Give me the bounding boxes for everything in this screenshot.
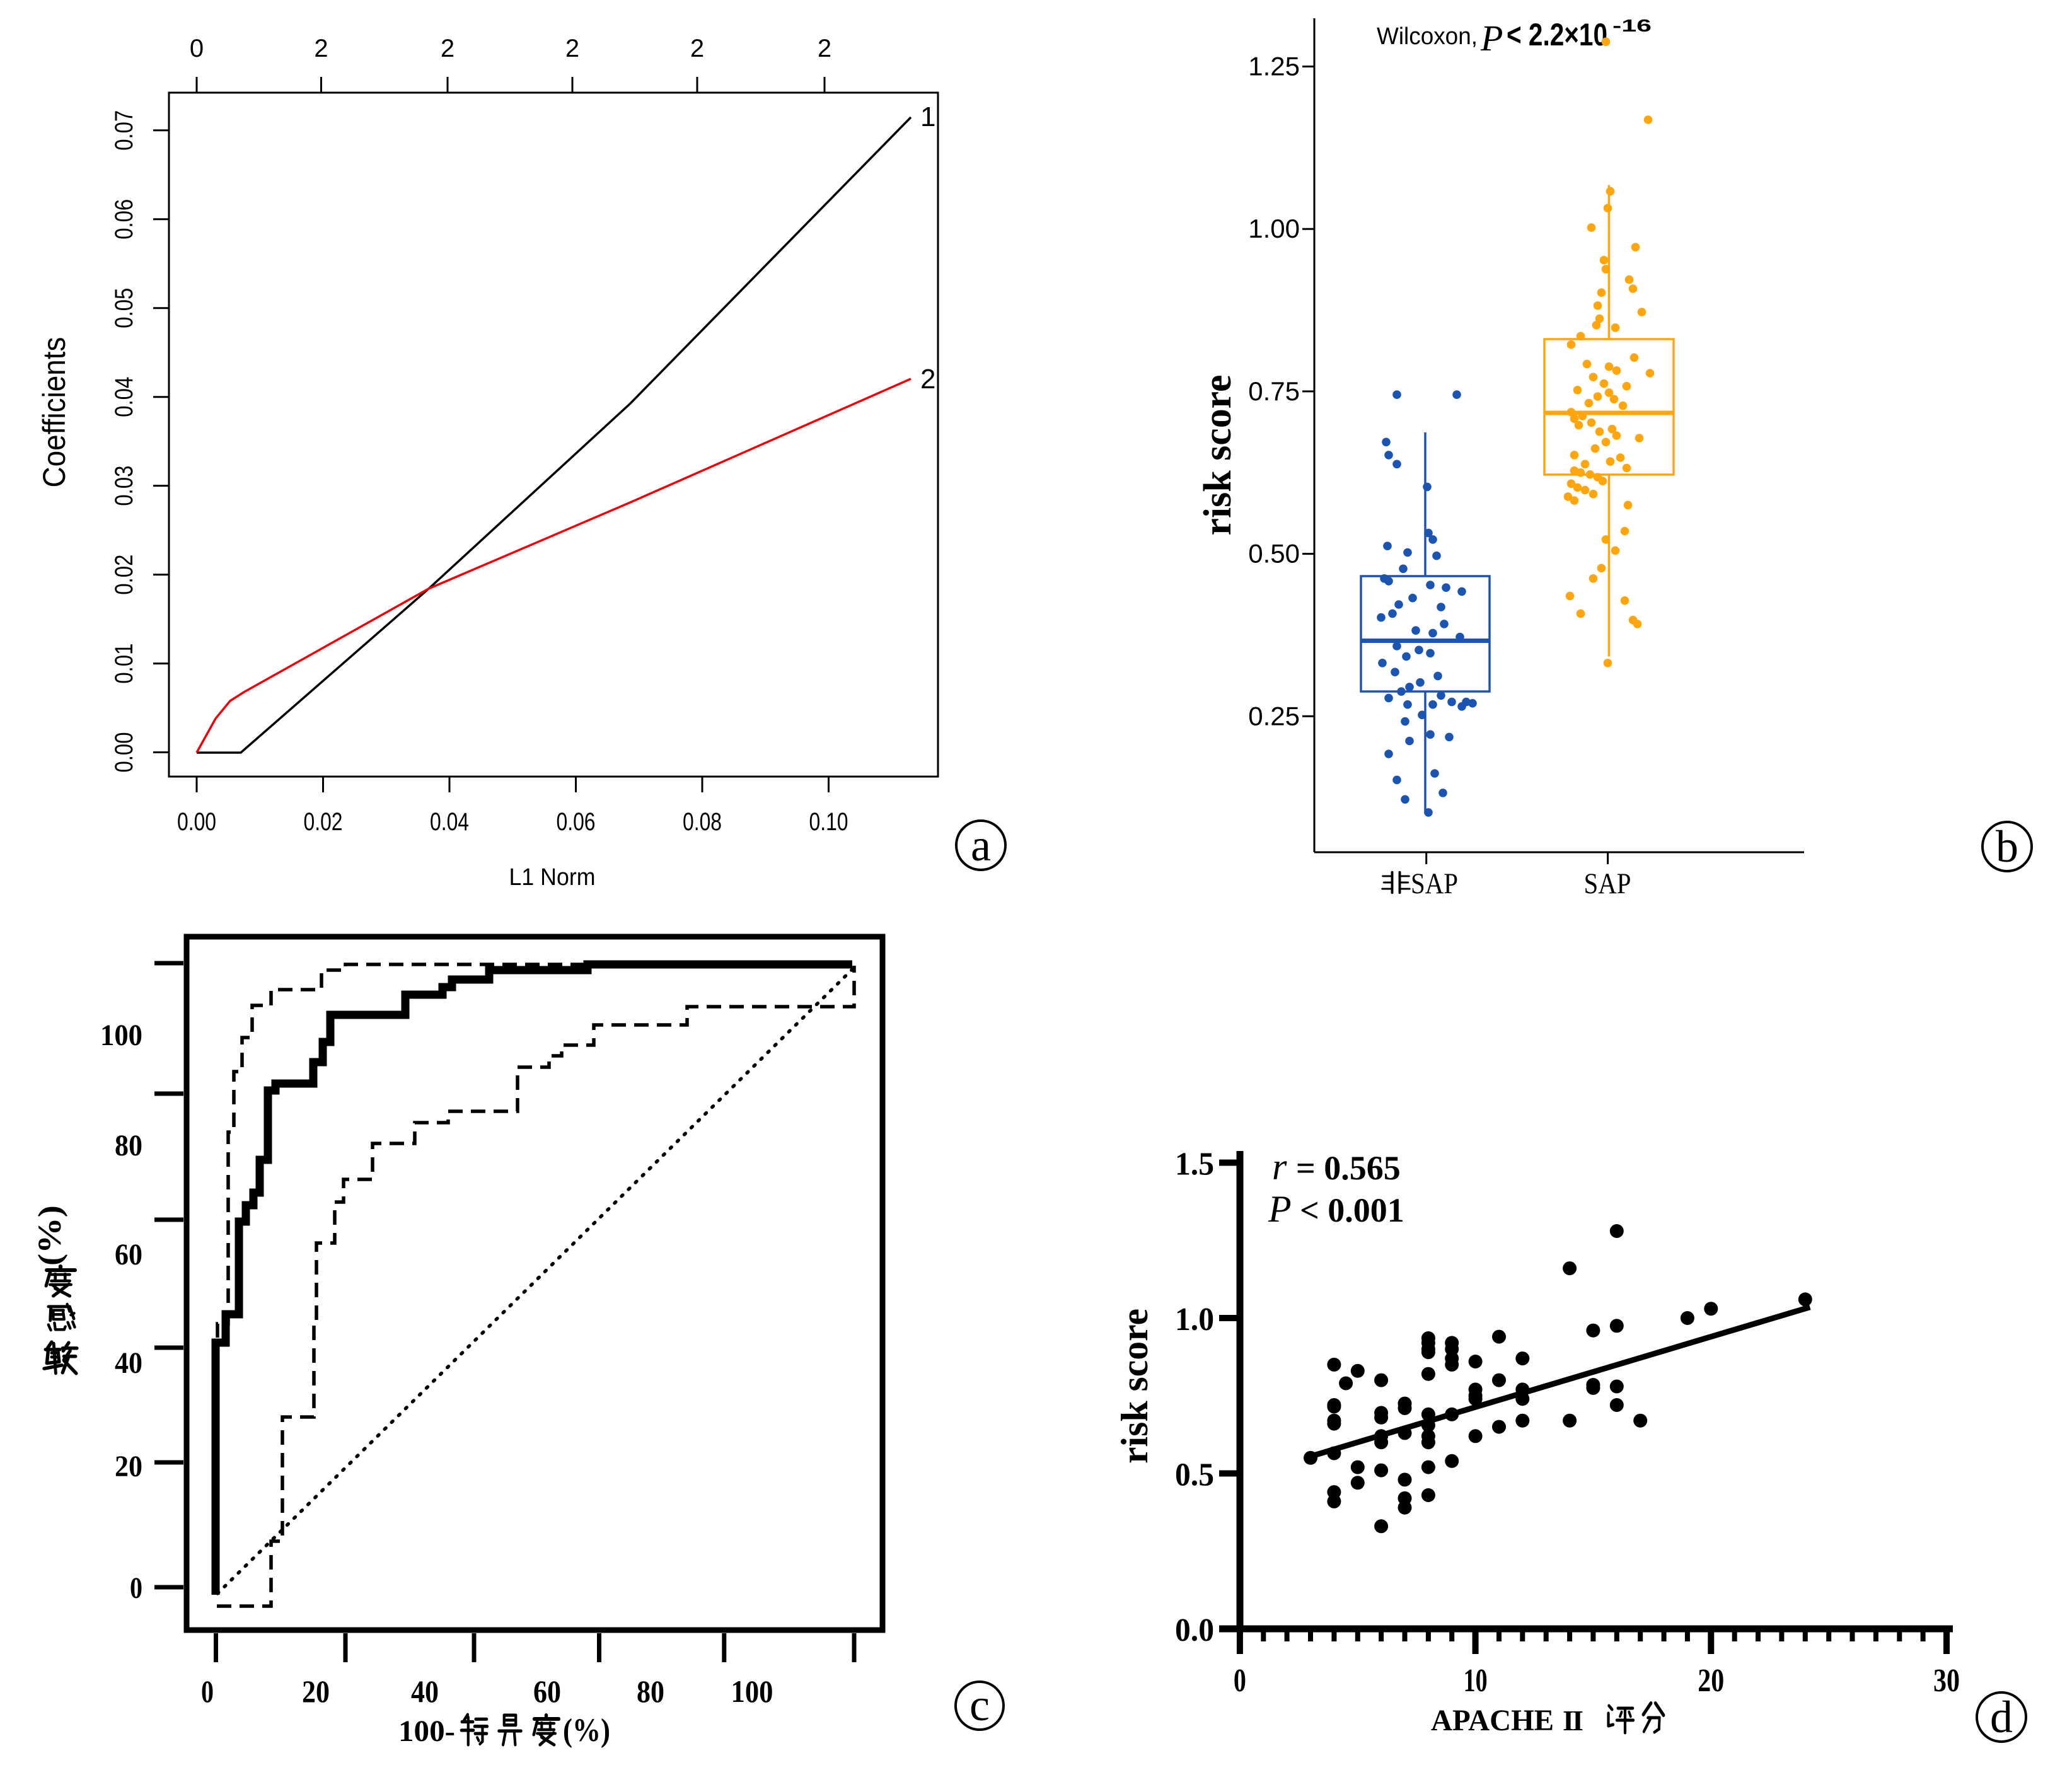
svg-text:Wilcoxon,: Wilcoxon, — [1377, 23, 1478, 50]
svg-text:SAP: SAP — [1584, 867, 1631, 900]
svg-text:0.08: 0.08 — [683, 808, 722, 836]
svg-text:SAP: SAP — [1411, 867, 1458, 900]
svg-text:2: 2 — [818, 35, 831, 62]
svg-text:(%): (%) — [32, 1205, 68, 1266]
svg-text:APACHE: APACHE — [1431, 1704, 1554, 1737]
svg-text:= 0.565: = 0.565 — [1296, 1149, 1401, 1187]
svg-text:< 2.2×10: < 2.2×10 — [1507, 17, 1607, 52]
svg-text:0.01: 0.01 — [110, 644, 138, 684]
svg-text:0.00: 0.00 — [110, 732, 138, 773]
svg-text:0.02: 0.02 — [110, 555, 138, 595]
svg-text:100-: 100- — [398, 1715, 455, 1748]
svg-text:2: 2 — [920, 364, 935, 395]
svg-text:a: a — [971, 820, 991, 871]
svg-text:20: 20 — [115, 1450, 142, 1483]
svg-text:0.5: 0.5 — [1175, 1457, 1214, 1493]
svg-text:< 0.001: < 0.001 — [1300, 1191, 1404, 1229]
svg-text:0.06: 0.06 — [557, 808, 596, 836]
svg-text:0.25: 0.25 — [1248, 701, 1300, 731]
svg-text:1.0: 1.0 — [1175, 1302, 1214, 1338]
svg-text:0.04: 0.04 — [430, 808, 469, 836]
svg-text:0.07: 0.07 — [110, 110, 138, 151]
svg-text:1.00: 1.00 — [1248, 214, 1300, 243]
svg-text:30: 30 — [1933, 1663, 1960, 1699]
svg-text:d: d — [1990, 1692, 2013, 1742]
svg-text:0.04: 0.04 — [110, 377, 138, 417]
svg-text:60: 60 — [115, 1238, 142, 1271]
svg-text:1.5: 1.5 — [1175, 1147, 1214, 1183]
svg-text:2: 2 — [690, 35, 704, 62]
svg-text:2: 2 — [441, 35, 454, 62]
svg-text:100: 100 — [100, 1019, 142, 1052]
svg-text:0.00: 0.00 — [177, 808, 216, 836]
svg-text:20: 20 — [302, 1674, 330, 1709]
svg-text:60: 60 — [533, 1674, 561, 1709]
svg-text:0.06: 0.06 — [110, 199, 138, 240]
svg-text:(%): (%) — [563, 1713, 610, 1749]
svg-text:0.02: 0.02 — [304, 808, 343, 836]
svg-text:0: 0 — [1234, 1663, 1246, 1699]
svg-text:0.05: 0.05 — [110, 288, 138, 328]
svg-text:2: 2 — [565, 35, 579, 62]
svg-text:0.10: 0.10 — [809, 808, 848, 836]
svg-text:80: 80 — [637, 1674, 664, 1709]
svg-text:-16: -16 — [1612, 16, 1652, 35]
svg-text:r: r — [1272, 1146, 1287, 1188]
svg-text:100: 100 — [731, 1674, 773, 1709]
svg-text:0: 0 — [190, 35, 204, 62]
svg-text:10: 10 — [1464, 1663, 1488, 1699]
svg-text:c: c — [969, 1680, 990, 1730]
svg-text:b: b — [1996, 821, 2018, 872]
svg-text:20: 20 — [1698, 1663, 1724, 1699]
svg-text:40: 40 — [411, 1674, 439, 1709]
svg-text:Coefficients: Coefficients — [37, 337, 72, 488]
svg-text:80: 80 — [115, 1129, 142, 1162]
svg-text:0: 0 — [130, 1571, 142, 1605]
svg-text:0.50: 0.50 — [1248, 539, 1300, 569]
svg-text:P: P — [1268, 1188, 1292, 1230]
svg-text:risk score: risk score — [1114, 1309, 1155, 1464]
svg-text:1: 1 — [920, 101, 935, 132]
svg-text:0.0: 0.0 — [1175, 1612, 1214, 1648]
svg-text:40: 40 — [115, 1346, 142, 1380]
svg-text:1.25: 1.25 — [1248, 52, 1300, 81]
svg-text:L1 Norm: L1 Norm — [509, 864, 596, 891]
svg-text:P: P — [1480, 18, 1503, 59]
svg-text:2: 2 — [314, 35, 328, 62]
svg-text:0: 0 — [201, 1674, 214, 1709]
svg-text:0.75: 0.75 — [1248, 376, 1300, 406]
svg-text:risk score: risk score — [1196, 375, 1239, 536]
svg-text:0.03: 0.03 — [110, 466, 138, 506]
svg-text:II: II — [1563, 1704, 1583, 1737]
